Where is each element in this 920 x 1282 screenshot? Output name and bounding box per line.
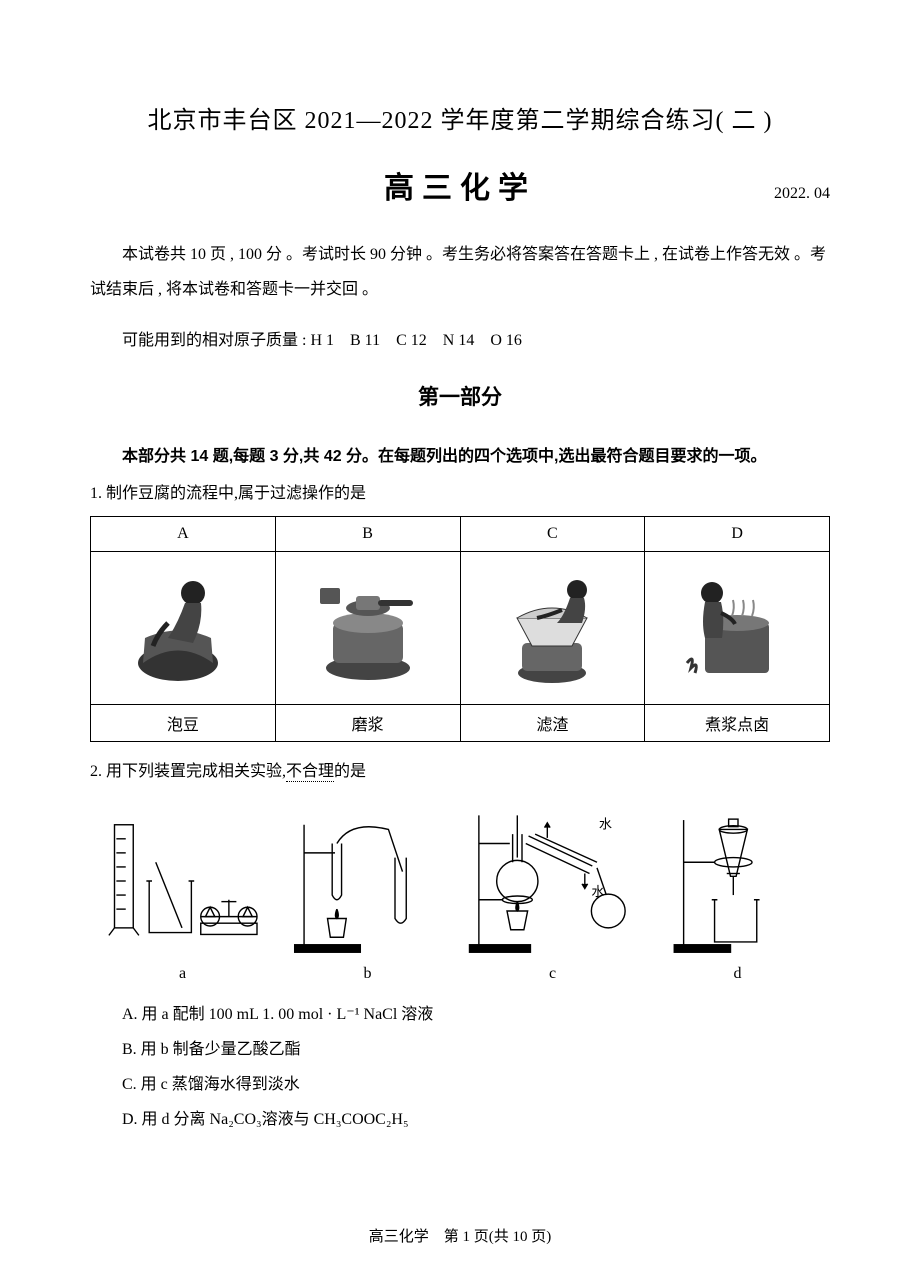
page-footer: 高三化学 第 1 页(共 10 页): [0, 1225, 920, 1246]
q2-stem-underline: 不合理: [286, 763, 334, 782]
q1-label-a: 泡豆: [91, 704, 276, 741]
q2-option-c: C. 用 c 蒸馏海水得到淡水: [122, 1067, 830, 1102]
q2-label-b: b: [275, 965, 460, 983]
question-1-table: A B C D: [90, 516, 830, 742]
atomic-mass-values: H 1 B 11 C 12 N 14 O 16: [310, 332, 521, 349]
question-2-labels-row: a b c d: [90, 965, 830, 983]
q1-col-header-c: C: [460, 516, 645, 551]
q1-col-header-a: A: [91, 516, 276, 551]
atomic-mass-prefix: 可能用到的相对原子质量 :: [122, 332, 310, 349]
page: 北京市丰台区 2021—2022 学年度第二学期综合练习( 二 ) 高三化学 2…: [0, 0, 920, 1282]
q1-label-d: 煮浆点卤: [645, 704, 830, 741]
q2-stem-post: 的是: [334, 763, 366, 780]
sub-title-row: 高三化学 2022. 04: [90, 163, 830, 207]
q2-option-b: B. 用 b 制备少量乙酸乙酯: [122, 1032, 830, 1067]
question-2-apparatus-row: 水 水: [90, 806, 830, 961]
question-2-options: A. 用 a 配制 100 mL 1. 00 mol · L⁻¹ NaCl 溶液…: [90, 997, 830, 1138]
q1-col-header-b: B: [275, 516, 460, 551]
soak-beans-illustration: [97, 564, 269, 692]
intro-paragraph-1: 本试卷共 10 页 , 100 分 。考试时长 90 分钟 。考生务必将答案答在…: [90, 237, 830, 307]
part-1-instruction: 本部分共 14 题,每题 3 分,共 42 分。在每题列出的四个选项中,选出最符…: [90, 439, 830, 474]
question-1-stem: 1. 制作豆腐的流程中,属于过滤操作的是: [90, 478, 830, 510]
table-row: [91, 551, 830, 704]
water-label-in: 水: [591, 884, 604, 899]
q1-image-cell-c: [460, 551, 645, 704]
exam-date: 2022. 04: [774, 185, 830, 203]
apparatus-b: [273, 806, 456, 961]
filter-illustration: [467, 564, 639, 692]
table-row: 泡豆 磨浆 滤渣 煮浆点卤: [91, 704, 830, 741]
q1-image-cell-a: [91, 551, 276, 704]
q2-label-a: a: [90, 965, 275, 983]
grind-illustration: [282, 564, 454, 692]
q2-label-d: d: [645, 965, 830, 983]
table-row: A B C D: [91, 516, 830, 551]
sub-title: 高三化学: [384, 172, 536, 205]
q2-option-d: D. 用 d 分离 Na₂CO₃溶液与 CH₃COOC₂H₅: [122, 1102, 830, 1137]
q2-option-a: A. 用 a 配制 100 mL 1. 00 mol · L⁻¹ NaCl 溶液: [122, 997, 830, 1032]
main-title: 北京市丰台区 2021—2022 学年度第二学期综合练习( 二 ): [90, 100, 830, 135]
q1-label-b: 磨浆: [275, 704, 460, 741]
apparatus-a: [90, 806, 273, 961]
apparatus-d: [647, 806, 830, 961]
intro-paragraph-2: 可能用到的相对原子质量 : H 1 B 11 C 12 N 14 O 16: [90, 323, 830, 358]
q1-col-header-d: D: [645, 516, 830, 551]
boil-illustration: [651, 564, 823, 692]
apparatus-c: 水 水: [457, 806, 647, 961]
q2-label-c: c: [460, 965, 645, 983]
q2-stem-pre: 2. 用下列装置完成相关实验,: [90, 763, 286, 780]
question-2-stem: 2. 用下列装置完成相关实验,不合理的是: [90, 756, 830, 788]
part-1-title: 第一部分: [90, 381, 830, 411]
water-label-out: 水: [599, 816, 612, 831]
q1-image-cell-d: [645, 551, 830, 704]
q1-image-cell-b: [275, 551, 460, 704]
q1-label-c: 滤渣: [460, 704, 645, 741]
